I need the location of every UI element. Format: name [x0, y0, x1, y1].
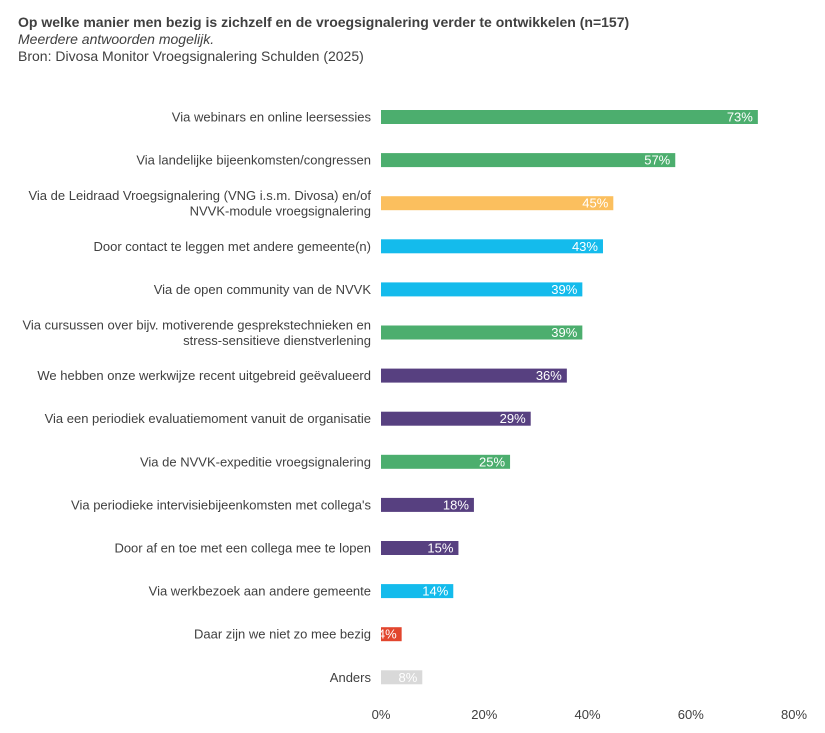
bar [381, 541, 459, 555]
x-tick-label: 40% [574, 707, 600, 722]
data-label: 39% [551, 282, 577, 297]
data-label: 15% [427, 541, 453, 556]
bar [381, 627, 402, 642]
bar [381, 368, 567, 383]
bar [381, 411, 531, 426]
bar-row: Via webinars en online leersessies 73% [172, 110, 758, 125]
data-label: 57% [644, 153, 670, 168]
data-label: 43% [572, 239, 598, 254]
bar-row: Door af en toe met een collega mee te lo… [114, 541, 459, 556]
category-label: Via periodieke intervisiebijeenkomsten m… [71, 497, 371, 512]
category-label: Via de open community van de NVVK [154, 282, 372, 297]
bar [381, 110, 758, 124]
data-label: 29% [500, 411, 526, 426]
bar [381, 325, 583, 340]
chart-header: Op welke manier men bezig is zichzelf en… [18, 14, 808, 65]
category-label: Via werkbezoek aan andere gemeente [149, 584, 371, 599]
bar-row: Via de NVVK-expeditie vroegsignalering 25… [140, 454, 511, 469]
bar [381, 584, 454, 599]
data-label: 39% [551, 325, 577, 340]
data-label: 36% [536, 368, 562, 383]
category-label: We hebben onze werkwijze recent uitgebre… [37, 368, 371, 383]
bar [381, 239, 603, 254]
bar [381, 670, 423, 685]
chart-source: Bron: Divosa Monitor Vroegsignalering Sc… [18, 48, 364, 64]
category-label: Door af en toe met een collega mee te lo… [114, 541, 371, 556]
category-label: Anders [330, 670, 372, 685]
data-label: 8% [399, 670, 418, 685]
data-label: 18% [443, 497, 469, 512]
x-tick-label: 20% [471, 707, 497, 722]
bar-row: Anders 8% [330, 670, 423, 685]
bar-row: Via de Leidraad Vroegsignalering (VNG i.… [28, 188, 614, 219]
data-label: 4% [378, 627, 397, 642]
x-tick-label: 60% [678, 707, 704, 722]
chart-title: Op welke manier men bezig is zichzelf en… [18, 14, 630, 30]
category-label: Via de Leidraad Vroegsignalering (VNG i.… [28, 188, 371, 219]
category-label: Via webinars en online leersessies [172, 110, 372, 125]
data-label: 14% [422, 584, 448, 599]
bar [381, 196, 614, 211]
chart-subtitle: Meerdere antwoorden mogelijk. [18, 31, 215, 47]
category-label: Via een periodiek evaluatiemoment vanuit… [45, 411, 371, 426]
bar [381, 153, 676, 168]
category-label: Via de NVVK-expeditie vroegsignalering [140, 454, 371, 469]
bar [381, 497, 474, 512]
bar-row: Via landelijke bijeenkomsten/congressen 5… [136, 153, 676, 168]
data-label: 45% [582, 196, 608, 211]
data-label: 73% [727, 110, 753, 125]
bar-row: Via cursussen over bijv. motiverende ges… [22, 317, 583, 348]
category-label: Daar zijn we niet zo mee bezig [194, 627, 371, 642]
category-label: Via landelijke bijeenkomsten/congressen [136, 153, 371, 168]
category-label: Via cursussen over bijv. motiverende ges… [22, 317, 371, 348]
bar-row: Via werkbezoek aan andere gemeente 14% [149, 584, 454, 599]
category-label: Door contact te leggen met andere gemeen… [93, 239, 371, 254]
bar-row: Daar zijn we niet zo mee bezig 4% [194, 627, 402, 642]
x-tick-label: 0% [372, 707, 391, 722]
x-tick-label: 80% [781, 707, 807, 722]
data-label: 25% [479, 454, 505, 469]
bar-row: Via een periodiek evaluatiemoment vanuit… [45, 411, 531, 426]
bar [381, 454, 511, 469]
bar [381, 282, 583, 297]
bar-row: Door contact te leggen met andere gemeen… [93, 239, 603, 254]
bar-row: Via periodieke intervisiebijeenkomsten m… [71, 497, 474, 512]
bar-row: Via de open community van de NVVK 39% [154, 282, 583, 297]
bar-row: We hebben onze werkwijze recent uitgebre… [37, 368, 567, 383]
